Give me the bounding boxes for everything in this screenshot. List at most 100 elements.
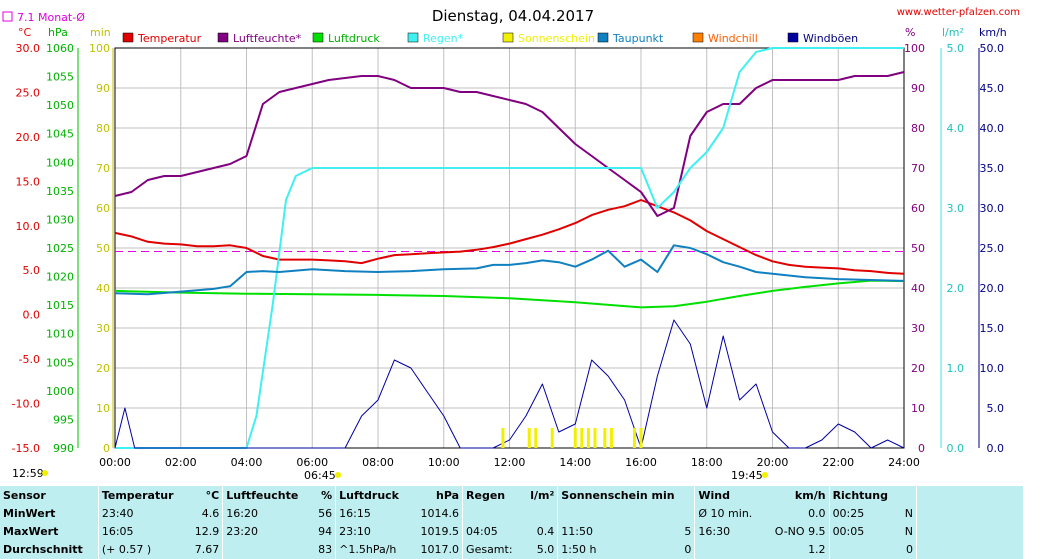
hdr-direction: Richtung bbox=[828, 486, 900, 505]
cell: N bbox=[904, 506, 913, 520]
sunshine-bar bbox=[609, 428, 613, 448]
cell: 0 bbox=[906, 543, 913, 557]
cell: (+ 0.57 ) bbox=[97, 540, 188, 559]
legend-label: Temperatur bbox=[137, 32, 202, 45]
cell: Ø 10 min. bbox=[694, 504, 764, 523]
hdr-press: Luftdruck bbox=[335, 486, 412, 505]
cell: 83 bbox=[318, 543, 333, 557]
hdr-wind-unit: km/h bbox=[794, 488, 826, 502]
hdr-temp: Temperatur bbox=[97, 486, 188, 505]
cell: ^1.5hPa/h bbox=[335, 540, 412, 559]
wind-tick-label: 30.0 bbox=[980, 202, 1005, 215]
legend-swatch bbox=[502, 32, 514, 43]
pressure-tick-label: 990 bbox=[53, 442, 74, 455]
wind-tick-label: 0.0 bbox=[987, 442, 1005, 455]
minutes-tick-label: 20 bbox=[96, 362, 110, 375]
stats-row-min: MinWert 23:40 4.6 16:20 56 16:15 1014.6 … bbox=[0, 504, 1023, 523]
cell: 1:50 h bbox=[557, 540, 662, 559]
legend-label: Taupunkt bbox=[612, 32, 664, 45]
pressure-tick-label: 1005 bbox=[46, 356, 74, 369]
temp-tick-label: 25.0 bbox=[16, 86, 41, 99]
series-line-taupunkt bbox=[114, 244, 905, 296]
monthly-avg-marker bbox=[2, 11, 13, 22]
pressure-tick-label: 1055 bbox=[46, 71, 74, 84]
cell: 00:25 bbox=[828, 504, 900, 523]
wind-tick-label: 35.0 bbox=[980, 162, 1005, 175]
rain-tick-label: 2.0 bbox=[947, 282, 965, 295]
sunshine-bar bbox=[632, 428, 636, 448]
stats-row-avg: Durchschnitt (+ 0.57 ) 7.67 83 ^1.5hPa/h… bbox=[0, 540, 1023, 559]
pressure-tick-label: 1000 bbox=[46, 385, 74, 398]
cell: 4.6 bbox=[201, 506, 220, 520]
sunshine-bar bbox=[527, 428, 531, 448]
rain-tick-label: 0.0 bbox=[947, 442, 965, 455]
cell: 1017.0 bbox=[420, 543, 460, 557]
cell: 94 bbox=[318, 525, 333, 539]
wind-tick-label: 40.0 bbox=[980, 122, 1005, 135]
percent-tick-label: 40 bbox=[911, 282, 925, 295]
pressure-tick-label: 1015 bbox=[46, 299, 74, 312]
cell bbox=[828, 540, 900, 559]
legend-label: Luftfeuchte* bbox=[233, 32, 302, 45]
hdr-wind: Wind bbox=[694, 486, 764, 505]
cell: 56 bbox=[318, 506, 333, 520]
minutes-tick-label: 50 bbox=[96, 242, 110, 255]
sunshine-bar bbox=[534, 428, 538, 448]
x-tick-label: 10:00 bbox=[428, 456, 460, 469]
sunshine-bar bbox=[501, 428, 505, 448]
pressure-tick-label: 1025 bbox=[46, 242, 74, 255]
legend-label: Windchill bbox=[708, 32, 758, 45]
pressure-tick-label: 1050 bbox=[46, 99, 74, 112]
cell: 5.0 bbox=[536, 543, 555, 557]
minutes-tick-label: 30 bbox=[96, 322, 110, 335]
unit-percent: % bbox=[905, 26, 915, 39]
x-tick-label: 04:00 bbox=[231, 456, 263, 469]
legend-swatch bbox=[597, 32, 609, 43]
sunshine-bar bbox=[580, 428, 584, 448]
legend-swatch bbox=[217, 32, 229, 43]
unit-wind: km/h bbox=[979, 26, 1007, 39]
cell bbox=[557, 504, 662, 523]
legend-label: Sonnenschein bbox=[518, 32, 595, 45]
pressure-tick-label: 1045 bbox=[46, 128, 74, 141]
x-tick-label: 16:00 bbox=[625, 456, 657, 469]
legend-swatch bbox=[692, 32, 704, 43]
hdr-sensor: Sensor bbox=[3, 488, 46, 502]
temp-tick-label: 10.0 bbox=[16, 220, 41, 233]
wind-tick-label: 15.0 bbox=[980, 322, 1005, 335]
cell: 04:05 bbox=[462, 522, 523, 541]
minutes-tick-label: 70 bbox=[96, 162, 110, 175]
cell: 23:20 bbox=[222, 522, 313, 541]
minutes-tick-label: 10 bbox=[96, 402, 110, 415]
pressure-tick-label: 1040 bbox=[46, 156, 74, 169]
pressure-tick-label: 995 bbox=[53, 413, 74, 426]
legend-swatch bbox=[407, 32, 419, 43]
series-line-windben bbox=[114, 319, 905, 449]
hdr-temp-unit: °C bbox=[205, 488, 220, 502]
rain-tick-label: 4.0 bbox=[947, 122, 965, 135]
sunshine-bar bbox=[586, 428, 590, 448]
cell: 16:15 bbox=[335, 504, 412, 523]
website-label[interactable]: www.wetter-pfalzen.com bbox=[897, 7, 1020, 18]
cell: 16:30 bbox=[694, 522, 764, 541]
wind-tick-label: 50.0 bbox=[980, 42, 1005, 55]
row-label: Durchschnitt bbox=[3, 543, 83, 557]
percent-tick-label: 10 bbox=[911, 402, 925, 415]
hdr-rain: Regen bbox=[462, 486, 523, 505]
hdr-hum-unit: % bbox=[321, 488, 333, 502]
sunshine-bar bbox=[550, 428, 554, 448]
cell: 11:50 bbox=[557, 522, 662, 541]
minutes-tick-label: 60 bbox=[96, 202, 110, 215]
cell-blank bbox=[916, 504, 1023, 523]
unit-pressure: hPa bbox=[48, 26, 68, 39]
sunrise-time: 06:45 bbox=[304, 469, 336, 482]
sunshine-duration: 12:59 bbox=[12, 467, 44, 480]
x-tick-label: 02:00 bbox=[165, 456, 197, 469]
percent-tick-label: 60 bbox=[911, 202, 925, 215]
series-line-luftfeuchte bbox=[114, 71, 905, 217]
percent-tick-label: 50 bbox=[911, 242, 925, 255]
legend-label: Regen* bbox=[423, 32, 464, 45]
cell: 16:05 bbox=[97, 522, 188, 541]
wind-tick-label: 5.0 bbox=[987, 402, 1005, 415]
hdr-hum: Luftfeuchte bbox=[222, 486, 313, 505]
